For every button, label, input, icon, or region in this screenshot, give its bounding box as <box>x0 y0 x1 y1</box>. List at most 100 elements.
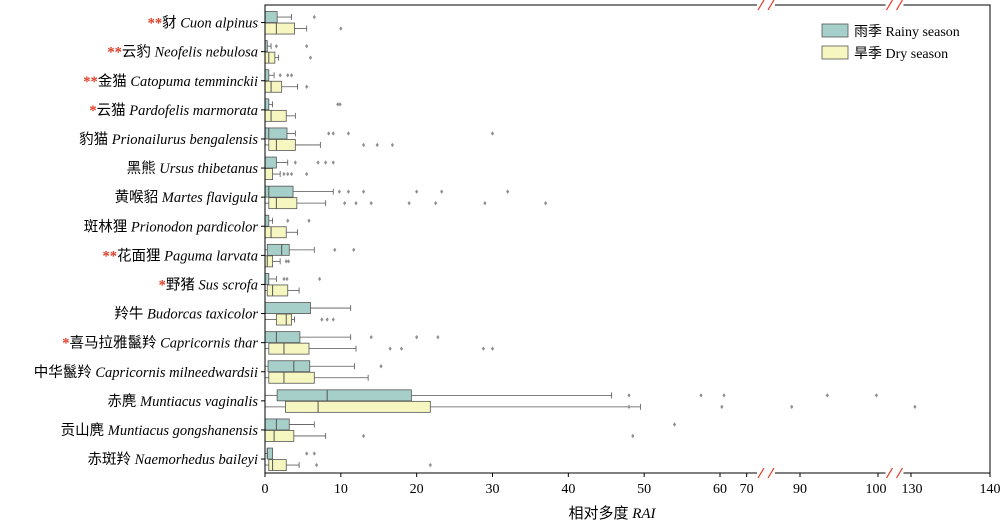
dry-6-outlier-4 <box>434 200 438 206</box>
species-cn-9: 野猪 <box>166 276 199 293</box>
x-tick-label-5: 50 <box>637 482 651 497</box>
dry-13-box <box>265 400 917 413</box>
break-slash-a-1-0 <box>885 0 894 11</box>
species-label-10: 羚牛 Budorcas taxicolor <box>114 306 258 323</box>
species-sci-3: Pardofelis marmorata <box>128 103 258 119</box>
species-label-11: *喜马拉雅鬣羚 Capricornis thar <box>62 335 258 352</box>
legend: 雨季 Rainy season 旱季 Dry season <box>821 23 960 62</box>
species-label-6: 黄喉貂 Martes flavigula <box>115 189 258 206</box>
rainy-7-outlier-1 <box>307 218 311 223</box>
dry-4-outlier-2 <box>390 142 394 148</box>
dry-2-outlier-0 <box>305 84 309 89</box>
break-slash-b-0-1 <box>767 467 775 479</box>
dry-2-iqr <box>264 80 283 93</box>
dry-12-iqr <box>268 371 315 384</box>
species-label-0: **豺 Cuon alpinus <box>148 15 259 32</box>
dry-0-box <box>264 22 343 35</box>
species-label-4: 豹猫 Prionailurus bengalensis <box>79 131 258 148</box>
dry-10-outlier-0 <box>320 317 324 322</box>
dry-11-iqr <box>268 342 310 355</box>
rainy-15-iqr <box>266 447 273 460</box>
dry-13-iqr <box>285 400 431 413</box>
rainy-5-outlier-0 <box>293 160 297 165</box>
species-sci-13: Muntiacus vaginalis <box>139 394 258 410</box>
rainy-2-outlier-0 <box>278 73 282 78</box>
dry-13-outlier-2 <box>790 404 794 410</box>
rainy-6-box <box>264 185 510 198</box>
dry-1-iqr <box>264 51 276 64</box>
rainy-2-outlier-1 <box>286 73 290 78</box>
species-sci-12: Capricornis milneedwardsii <box>95 365 258 381</box>
rainy-15-outlier-0 <box>305 451 309 456</box>
boxes-layer <box>264 11 917 471</box>
dry-3-box <box>264 109 296 122</box>
x-tick-label-3: 30 <box>486 482 500 497</box>
dry-5-outlier-1 <box>286 171 290 177</box>
species-label-8: **花面狸 Paguma larvata <box>103 247 258 264</box>
break-slash-a-1-1 <box>885 467 894 479</box>
rainy-4-outlier-2 <box>346 131 351 136</box>
rainy-13-outlier-1 <box>699 393 703 398</box>
rainy-5-iqr <box>264 156 277 169</box>
species-star-0: ** <box>148 16 163 32</box>
species-star-11: * <box>62 336 69 352</box>
rainy-7-box <box>264 214 311 227</box>
rainy-10-box <box>264 302 352 314</box>
rainy-9-box <box>264 273 322 285</box>
species-star-3: * <box>89 103 96 119</box>
species-cn-15: 赤斑羚 <box>88 451 135 468</box>
species-sci-11: Capricornis thar <box>160 336 258 352</box>
x-tick-label-1: 10 <box>334 482 348 497</box>
dry-9-iqr <box>266 284 289 297</box>
species-cn-13: 赤麂 <box>107 393 140 410</box>
rainy-13-iqr <box>276 389 412 402</box>
x-tick-label-7: 70 <box>740 482 754 497</box>
species-cn-1: 云豹 <box>122 44 155 61</box>
species-labels: **豺 Cuon alpinus**云豹 Neofelis nebulosa**… <box>34 15 265 468</box>
break-slash-a-0-0 <box>757 0 765 11</box>
dry-6-outlier-1 <box>354 200 358 206</box>
dry-6-box <box>265 197 548 210</box>
species-sci-0: Cuon alpinus <box>180 16 258 32</box>
rainy-3-outlier-0 <box>336 102 340 107</box>
species-sci-2: Catopuma temminckii <box>130 74 258 90</box>
rainy-9-iqr <box>264 273 270 285</box>
dry-8-outlier-0 <box>284 259 288 264</box>
species-label-9: *野猪 Sus scrofa <box>159 276 258 293</box>
rainy-15-box <box>265 447 316 460</box>
dry-8-iqr <box>264 255 273 268</box>
species-label-15: 赤斑羚 Naemorhedus baileyi <box>88 451 259 468</box>
rainy-12-box <box>265 360 383 373</box>
rainy-11-iqr <box>264 331 301 344</box>
rainy-5-outlier-3 <box>331 160 335 165</box>
dry-3-iqr <box>264 109 287 122</box>
species-cn-7: 斑林狸 <box>84 218 131 235</box>
species-star-1: ** <box>107 45 122 61</box>
rainy-13-outlier-0 <box>627 393 631 398</box>
rainy-9-outlier-1 <box>285 276 289 282</box>
rainy-14-outlier-0 <box>672 422 677 427</box>
species-sci-6: Martes flavigula <box>161 190 258 206</box>
species-sci-5: Ursus thibetanus <box>159 161 258 177</box>
species-sci-14: Muntiacus gongshanensis <box>107 423 259 439</box>
species-label-3: *云猫 Pardofelis marmorata <box>89 102 258 119</box>
x-tick-label-6: 60 <box>713 482 727 497</box>
plot-frame <box>264 4 991 474</box>
species-cn-0: 豺 <box>162 15 180 32</box>
rainy-3-box <box>264 98 342 111</box>
species-sci-4: Prionailurus bengalensis <box>111 132 259 148</box>
dry-11-outlier-1 <box>399 346 404 351</box>
rainy-5-box <box>264 156 335 169</box>
rainy-11-outlier-1 <box>415 334 419 340</box>
rainy-6-outlier-4 <box>440 189 444 194</box>
dry-5-outlier-0 <box>282 171 286 177</box>
rainy-0-iqr <box>264 11 278 23</box>
dry-10-outlier-2 <box>331 317 335 322</box>
rainy-14-box <box>264 418 677 431</box>
rainy-13-outlier-3 <box>825 393 829 398</box>
dry-11-outlier-3 <box>490 346 495 351</box>
dry-7-box <box>264 226 299 239</box>
dry-4-outlier-1 <box>375 142 379 148</box>
rainy-4-outlier-0 <box>327 131 331 136</box>
